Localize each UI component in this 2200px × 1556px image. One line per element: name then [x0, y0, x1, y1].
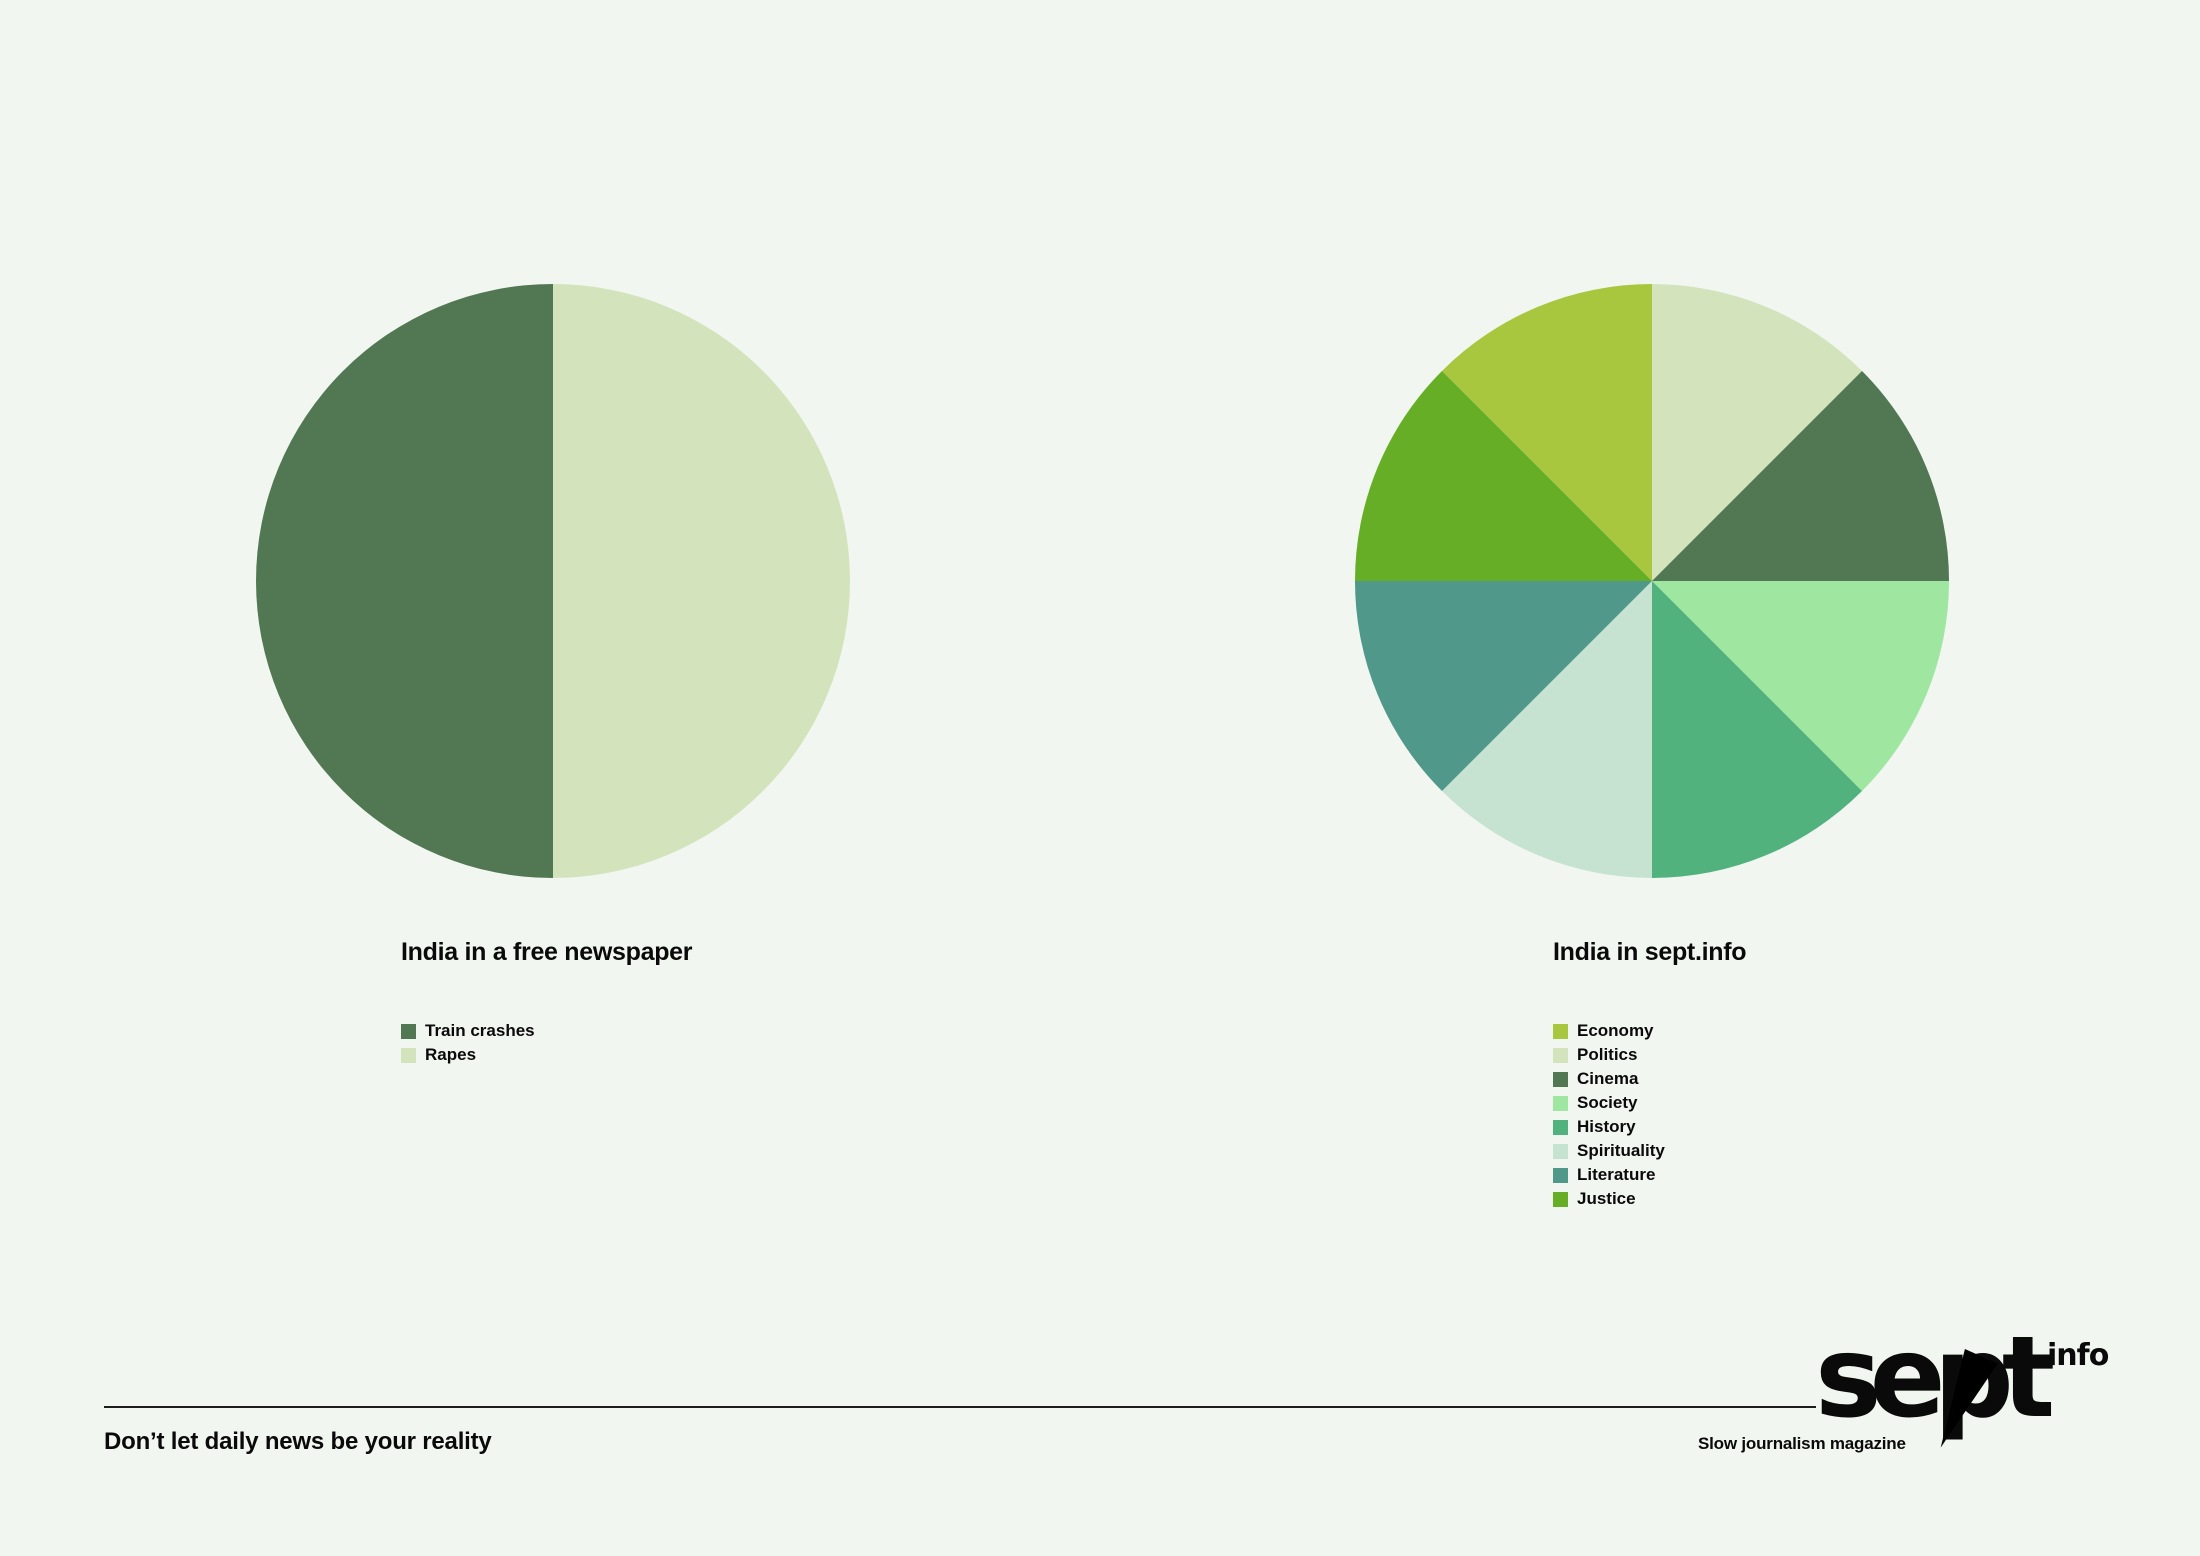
pie-free-newspaper	[256, 284, 850, 878]
legend-item: Society	[1553, 1091, 1665, 1115]
pie-slice-economy	[1441, 284, 1652, 581]
legend-label: Politics	[1577, 1045, 1638, 1064]
legend-label: Cinema	[1577, 1069, 1639, 1088]
pie-slice-politics	[1652, 284, 1863, 581]
legend-swatch	[401, 1023, 416, 1039]
legend-item: Literature	[1553, 1163, 1665, 1187]
legend-label: Literature	[1577, 1165, 1656, 1184]
legend-swatch	[1553, 1023, 1568, 1039]
legend-label: Economy	[1577, 1021, 1654, 1040]
legend-swatch	[1553, 1167, 1568, 1183]
legend-label: Justice	[1577, 1189, 1636, 1208]
chart-free-newspaper: India in a free newspaper Train crashes R…	[0, 0, 1100, 1300]
legend-free-newspaper: Train crashes Rapes	[401, 1019, 535, 1067]
legend-item: Politics	[1553, 1043, 1665, 1067]
sept-info-logo: sept info	[1815, 1322, 2109, 1455]
pie-slice-literature	[1355, 581, 1652, 792]
legend-swatch	[1553, 1095, 1568, 1111]
pie-sept-info	[1355, 284, 1949, 878]
legend-item: Train crashes	[401, 1019, 535, 1043]
legend-item: Spirituality	[1553, 1139, 1665, 1163]
pie-slice-justice	[1355, 370, 1652, 581]
legend-label: Rapes	[425, 1045, 477, 1064]
pie-slice-history	[1652, 581, 1863, 878]
brand-subtitle: Slow journalism magazine	[1698, 1434, 1906, 1453]
chart-title-free-newspaper: India in a free newspaper	[401, 938, 693, 966]
pie-slice-cinema	[1652, 370, 1949, 581]
legend-label: Society	[1577, 1093, 1638, 1112]
pie-slice-train-crashes	[256, 284, 553, 878]
legend-label: History	[1577, 1117, 1636, 1136]
logo-superscript: info	[2047, 1338, 2109, 1373]
chart-sept-info: India in sept.info Economy Politics Cinema…	[1100, 0, 2200, 1300]
pie-slice-spirituality	[1441, 581, 1652, 878]
legend-label: Train crashes	[425, 1021, 535, 1040]
legend-item: Economy	[1553, 1019, 1665, 1043]
legend-swatch	[1553, 1047, 1568, 1063]
legend-item: Justice	[1553, 1187, 1665, 1211]
legend-swatch	[401, 1047, 416, 1063]
legend-item: Rapes	[401, 1043, 535, 1067]
legend-swatch	[1553, 1119, 1568, 1135]
legend-sept-info: Economy Politics Cinema Society History Spiri…	[1553, 1019, 1665, 1211]
legend-swatch	[1553, 1191, 1568, 1207]
pie-slice-society	[1652, 581, 1949, 792]
tagline: Don’t let daily news be your reality	[104, 1428, 492, 1455]
legend-swatch	[1553, 1071, 1568, 1087]
legend-item: Cinema	[1553, 1067, 1665, 1091]
logo-wordmark: sept	[1815, 1313, 2055, 1443]
pie-slice-rapes	[553, 284, 850, 878]
legend-item: History	[1553, 1115, 1665, 1139]
chart-title-sept-info: India in sept.info	[1553, 938, 1747, 966]
legend-label: Spirituality	[1577, 1141, 1665, 1160]
legend-swatch	[1553, 1143, 1568, 1159]
footer-divider	[104, 1406, 1816, 1408]
